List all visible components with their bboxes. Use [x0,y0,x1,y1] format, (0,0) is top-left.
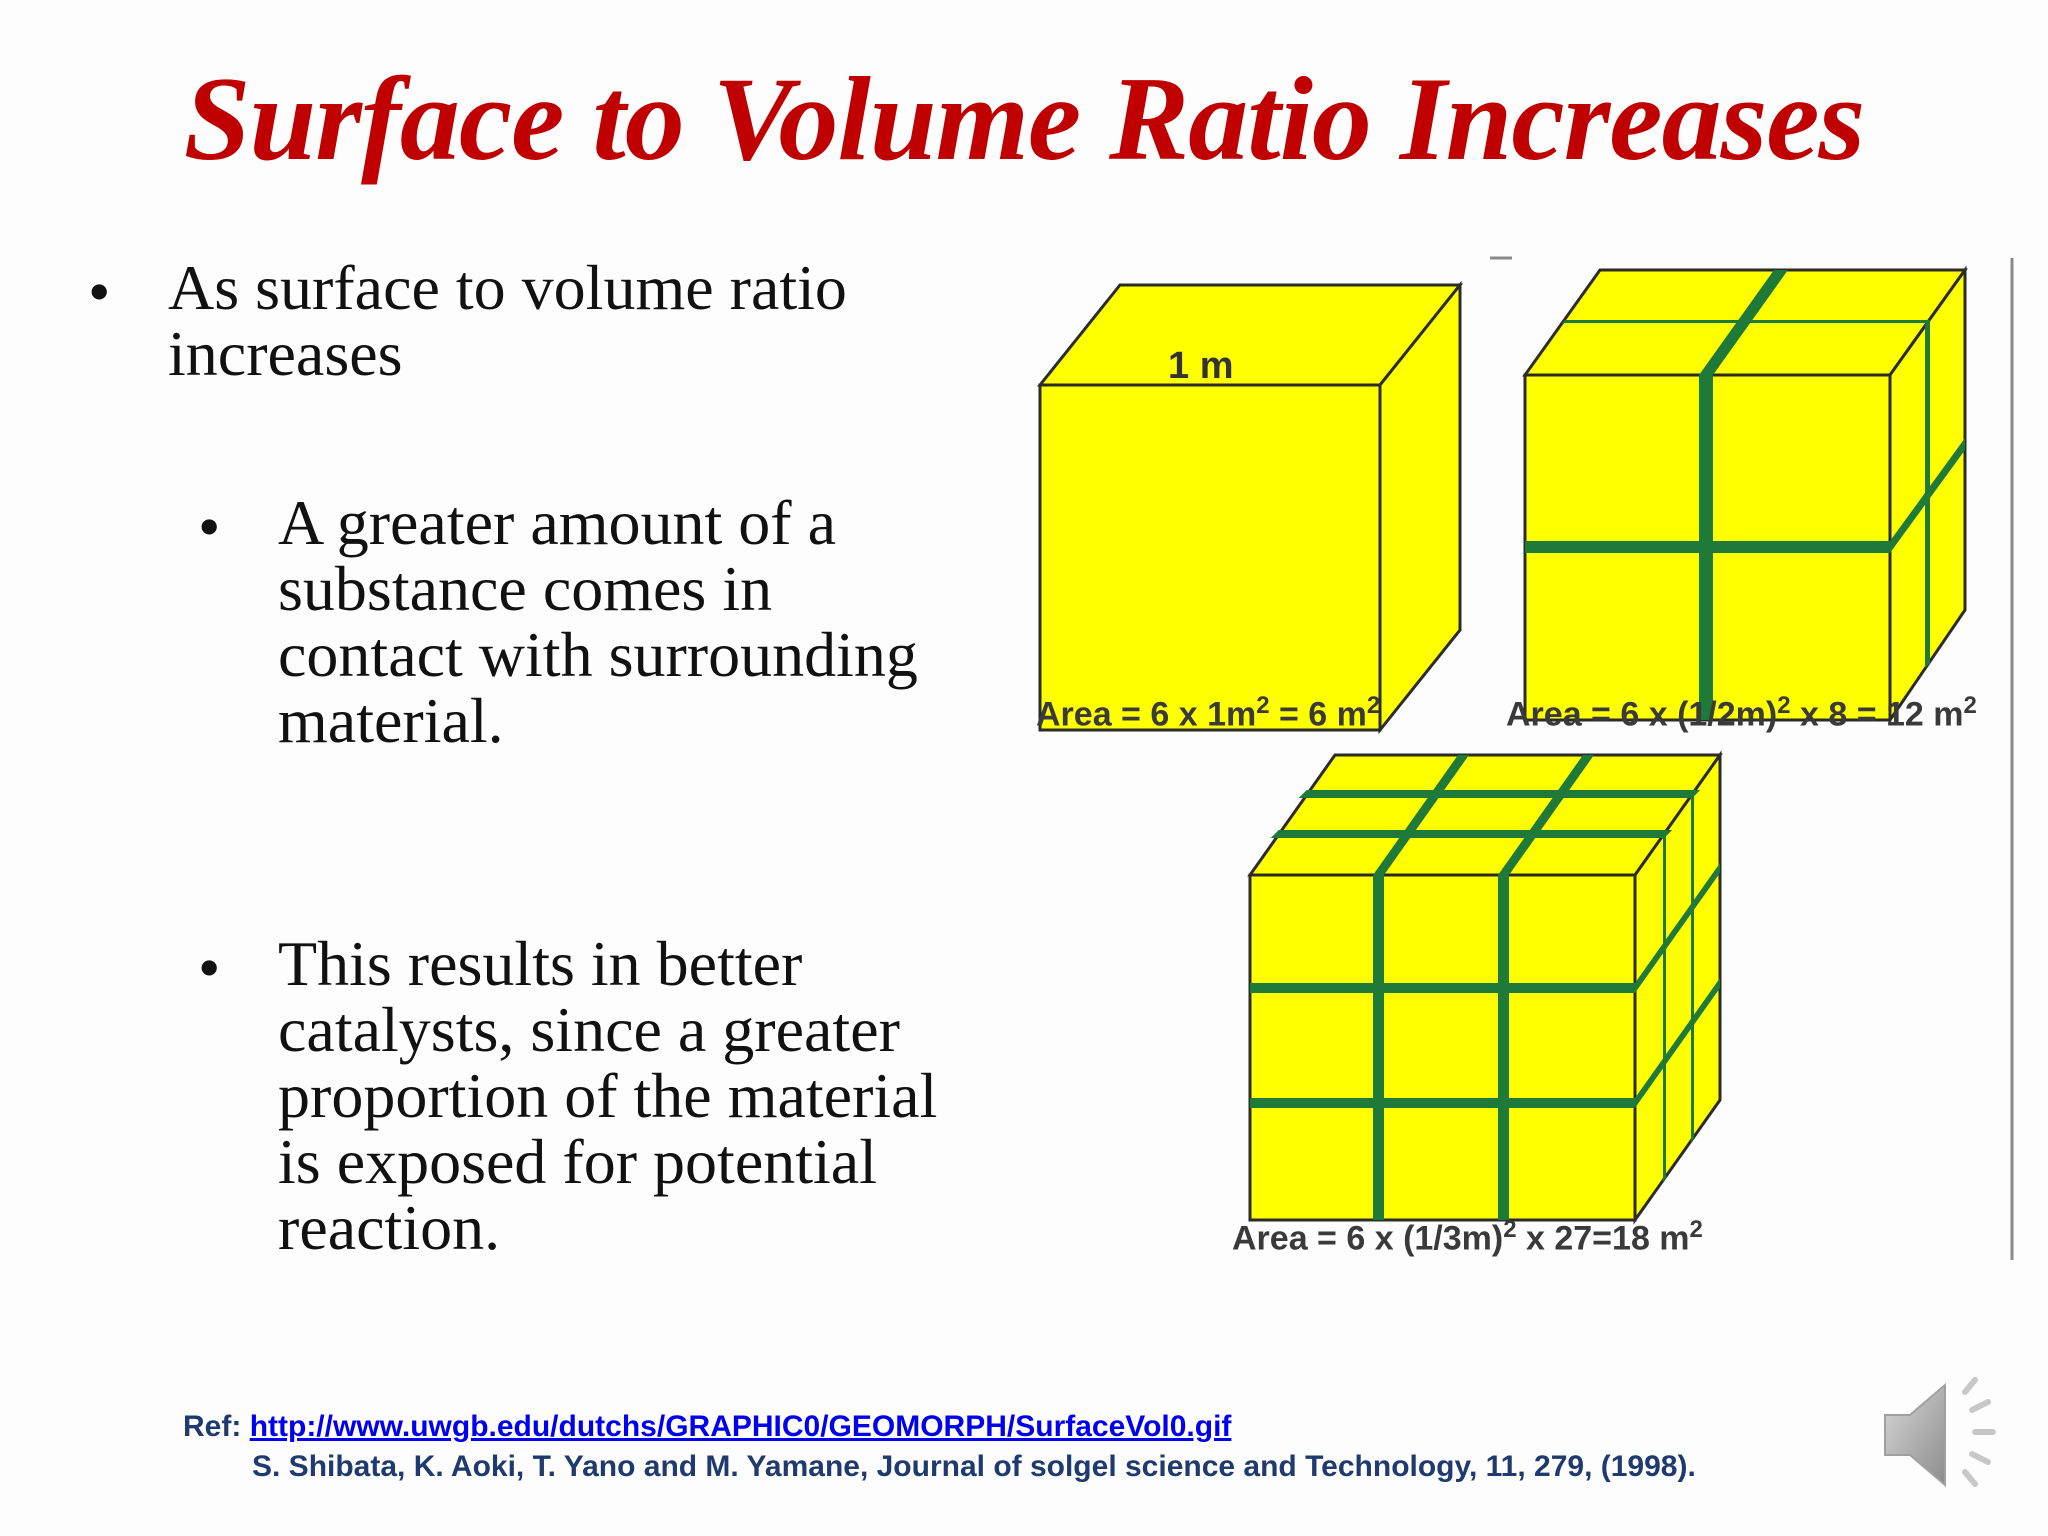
bullet-marker: • [198,491,221,562]
cubes-illustration [1036,256,2014,1260]
bullet-item: • As surface to volume ratio increases [80,255,940,387]
cube-3x3x3 [1247,750,1723,1225]
dimension-label: 1 m [1168,345,1234,387]
bullet-item: • This results in better catalysts, sinc… [190,931,970,1261]
cube-2x2x2 [1522,265,1968,725]
single-cube [1036,280,1464,735]
bullet-text: This results in better catalysts, since … [278,928,938,1263]
surface-volume-figure: 1 m Area = 6 x 1m2 = 6 m2 Area = 6 x (1/… [1000,250,2030,1280]
bullet-marker: • [198,932,221,1003]
reference-label: Ref: [183,1410,242,1443]
area-label-one: Area = 6 x 1m2 = 6 m2 [1036,692,1381,734]
area-label-three: Area = 6 x (1/3m)2 x 27=18 m2 [1232,1216,1703,1258]
reference-line: Ref: http://www.uwgb.edu/dutchs/GRAPHIC0… [183,1410,1231,1444]
area-label-two: Area = 6 x (1/2m)2 x 8 = 12 m2 [1506,692,1977,734]
bullet-text: A greater amount of a substance comes in… [278,487,918,756]
slide-title: Surface to Volume Ratio Increases [183,52,1865,185]
bullet-marker: • [88,256,111,327]
bullet-item: • A greater amount of a substance comes … [190,490,970,754]
reference-citation: S. Shibata, K. Aoki, T. Yano and M. Yama… [252,1450,1696,1483]
reference-link[interactable]: http://www.uwgb.edu/dutchs/GRAPHIC0/GEOM… [249,1410,1232,1443]
bullet-text: As surface to volume ratio increases [168,252,847,389]
speaker-icon[interactable] [1880,1370,2020,1500]
